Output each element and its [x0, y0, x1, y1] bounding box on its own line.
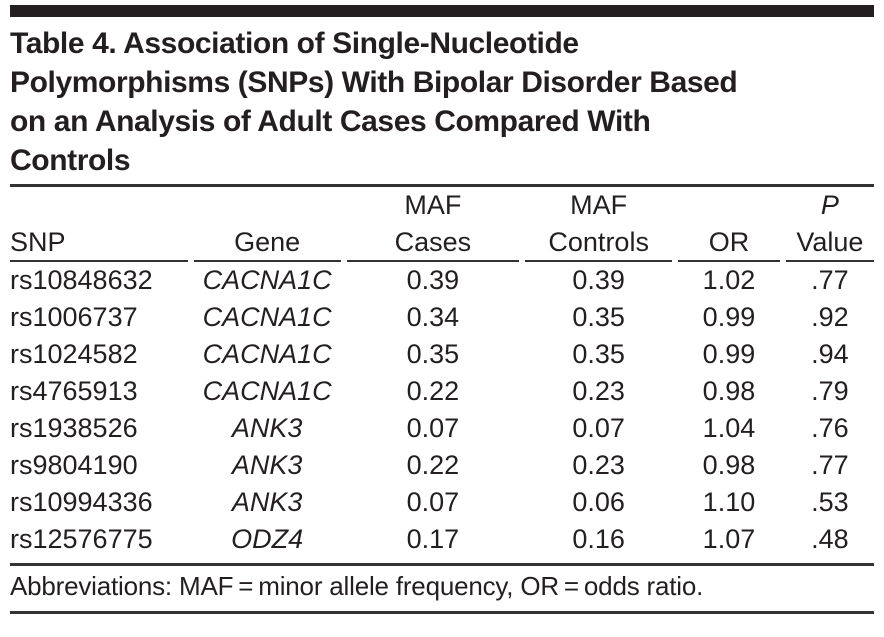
table-row: rs10848632 CACNA1C 0.39 0.39 1.02 .77	[10, 262, 874, 299]
abbreviations-footnote: Abbreviations: MAF = minor allele freque…	[10, 571, 704, 601]
maf-cases-cell: 0.17	[406, 524, 460, 554]
p-value-cell: .76	[811, 413, 849, 443]
maf-controls-cell: 0.06	[572, 487, 625, 517]
table-row: rs1006737 CACNA1C 0.34 0.35 0.99 .92	[10, 299, 874, 336]
column-header-snp-label: SNP	[10, 227, 66, 257]
p-value-cell: .94	[811, 339, 849, 369]
column-header-or: OR	[678, 187, 780, 262]
or-cell: 1.10	[702, 487, 756, 517]
column-header-p-value-label: Value	[796, 227, 864, 257]
gene-cell: CACNA1C	[202, 302, 332, 332]
column-header-maf-cases-top: MAF	[404, 190, 462, 220]
p-value-cell: .79	[811, 376, 849, 406]
column-header-snp: SNP	[10, 187, 188, 262]
or-cell: 1.04	[702, 413, 756, 443]
table-row: rs1024582 CACNA1C 0.35 0.35 0.99 .94	[10, 336, 874, 373]
column-header-maf-controls-label: Controls	[548, 227, 649, 257]
p-value-cell: .48	[811, 524, 849, 554]
maf-cases-cell: 0.07	[406, 487, 460, 517]
snp-association-table: SNP Gene MAF Cases MAF Controls OR	[4, 187, 880, 558]
column-header-p-value-top: P	[820, 190, 839, 220]
column-header-gene-top	[194, 187, 341, 224]
maf-cases-cell: 0.39	[406, 265, 460, 295]
p-value-cell: .92	[811, 302, 849, 332]
maf-cases-cell: 0.07	[406, 413, 460, 443]
rule-above-footnote	[10, 563, 874, 566]
column-header-maf-cases: MAF Cases	[346, 187, 520, 262]
column-header-or-label: OR	[708, 227, 750, 257]
table-row: rs4765913 CACNA1C 0.22 0.23 0.98 .79	[10, 373, 874, 410]
snp-cell: rs9804190	[10, 450, 138, 480]
gene-cell: ODZ4	[231, 524, 304, 554]
or-cell: 1.02	[702, 265, 756, 295]
title-line-2: Polymorphisms (SNPs) With Bipolar Disord…	[10, 66, 738, 99]
snp-cell: rs10848632	[10, 265, 153, 295]
column-header-gene: Gene	[193, 187, 341, 262]
maf-cases-cell: 0.22	[406, 450, 460, 480]
or-cell: 1.07	[702, 524, 756, 554]
table-row: rs10994336 ANK3 0.07 0.06 1.10 .53	[10, 484, 874, 521]
gene-cell: ANK3	[231, 487, 303, 517]
or-cell: 0.99	[702, 302, 756, 332]
column-header-gene-label: Gene	[234, 227, 301, 257]
rule-above-header	[10, 184, 874, 187]
gene-cell: CACNA1C	[202, 265, 332, 295]
maf-cases-cell: 0.35	[406, 339, 460, 369]
p-value-cell: .77	[811, 450, 849, 480]
table-row: rs12576775 ODZ4 0.17 0.16 1.07 .48	[10, 521, 874, 558]
maf-controls-cell: 0.35	[572, 302, 625, 332]
gene-cell: CACNA1C	[202, 376, 332, 406]
table-title: Table 4. Association of Single-Nucleotid…	[10, 24, 874, 180]
column-header-maf-controls: MAF Controls	[525, 187, 673, 262]
gene-cell: ANK3	[231, 450, 303, 480]
column-header-snp-top	[10, 187, 188, 224]
snp-cell: rs4765913	[10, 376, 138, 406]
p-value-cell: .77	[811, 265, 849, 295]
gene-cell: CACNA1C	[202, 339, 332, 369]
bottom-rule	[10, 611, 874, 614]
or-cell: 0.98	[702, 376, 756, 406]
title-line-4: Controls	[10, 144, 131, 177]
title-line-3: on an Analysis of Adult Cases Compared W…	[10, 105, 651, 138]
maf-controls-cell: 0.35	[572, 339, 625, 369]
maf-controls-cell: 0.23	[572, 450, 625, 480]
snp-cell: rs12576775	[10, 524, 153, 554]
or-cell: 0.98	[702, 450, 756, 480]
column-header-maf-cases-label: Cases	[394, 227, 472, 257]
p-value-cell: .53	[811, 487, 849, 517]
maf-controls-cell: 0.07	[572, 413, 625, 443]
snp-cell: rs10994336	[10, 487, 153, 517]
table-row: rs1938526 ANK3 0.07 0.07 1.04 .76	[10, 410, 874, 447]
or-cell: 0.99	[702, 339, 756, 369]
snp-cell: rs1006737	[10, 302, 138, 332]
maf-controls-cell: 0.16	[572, 524, 625, 554]
title-line-1: Table 4. Association of Single-Nucleotid…	[10, 27, 579, 60]
snp-cell: rs1024582	[10, 339, 138, 369]
table-row: rs9804190 ANK3 0.22 0.23 0.98 .77	[10, 447, 874, 484]
maf-cases-cell: 0.22	[406, 376, 460, 406]
column-header-maf-controls-top: MAF	[570, 190, 628, 220]
column-header-p-value: P Value	[785, 187, 874, 262]
header-row: SNP Gene MAF Cases MAF Controls OR	[10, 187, 874, 262]
top-rule-thick	[10, 5, 874, 17]
gene-cell: ANK3	[231, 413, 303, 443]
maf-controls-cell: 0.23	[572, 376, 625, 406]
maf-controls-cell: 0.39	[572, 265, 625, 295]
table-figure: Table 4. Association of Single-Nucleotid…	[0, 5, 884, 637]
snp-cell: rs1938526	[10, 413, 138, 443]
maf-cases-cell: 0.34	[406, 302, 460, 332]
column-header-or-top	[678, 187, 779, 224]
